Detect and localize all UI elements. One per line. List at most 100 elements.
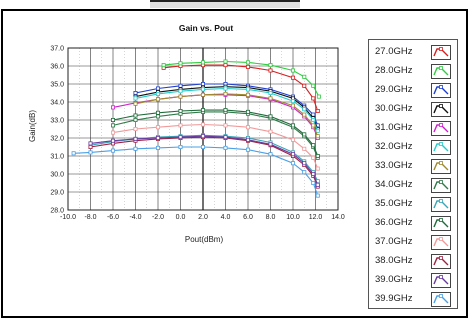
data-point (111, 105, 116, 110)
data-point (223, 59, 228, 64)
data-point (133, 136, 138, 141)
data-point (268, 142, 273, 147)
data-point (290, 99, 295, 104)
legend-swatch (431, 197, 451, 212)
y-tick-label: 36.0 (50, 64, 64, 71)
x-tick-label: 12.0 (309, 214, 323, 221)
legend-swatch (431, 235, 451, 250)
y-tick-label: 31.0 (50, 154, 64, 161)
legend-item: 34.0GHz (369, 177, 457, 195)
series-35.0GHz (88, 133, 320, 184)
y-tick-label: 35.0 (50, 82, 64, 89)
data-point (311, 83, 316, 88)
series-layer (71, 59, 321, 198)
data-point (315, 166, 320, 171)
data-point (302, 112, 307, 117)
x-tick-label: 2.0 (198, 214, 208, 221)
legend-label: 35.0GHz (375, 198, 413, 209)
y-axis-label: Gain(dB) (28, 110, 37, 142)
series-line (112, 123, 319, 169)
data-point (178, 83, 183, 88)
data-point (161, 63, 166, 68)
data-point (178, 144, 183, 149)
x-tick-label: 0.0 (176, 214, 186, 221)
series-line (90, 135, 319, 186)
y-tick-label: 28.0 (50, 208, 64, 215)
legend-item: 30.0GHz (369, 101, 457, 119)
data-point (200, 87, 205, 92)
series-38.0GHz (88, 135, 320, 189)
legend-swatch (431, 254, 451, 269)
tick-labels: -10.0 -8.0 -6.0 -4.0 -2.0 0.0 2.0 4.0 6.0 8.0 10.0… (50, 46, 345, 222)
series-31.0GHz (111, 92, 320, 140)
legend-item: 27.0GHz (369, 44, 457, 62)
data-point (111, 123, 116, 128)
data-point (245, 87, 250, 92)
legend-label: 39.9GHz (375, 293, 413, 304)
data-point (155, 145, 160, 150)
y-tick-label: 34.0 (50, 100, 64, 107)
x-tick-label: 14.0 (331, 214, 345, 221)
legend-item: 38.0GHz (369, 253, 457, 271)
data-point (311, 155, 316, 160)
legend-label: 36.0GHz (375, 217, 413, 228)
legend-marker (439, 123, 443, 127)
legend-item: 35.0GHz (369, 196, 457, 214)
data-point (178, 135, 183, 140)
data-point (315, 182, 320, 187)
series-line (163, 64, 319, 112)
legend-marker (439, 161, 443, 165)
data-point (155, 91, 160, 96)
data-point (245, 125, 250, 130)
data-point (302, 132, 307, 137)
data-point (200, 144, 205, 149)
legend-item: 39.0GHz (369, 272, 457, 290)
top-edge-fragment (150, 0, 300, 8)
x-tick-label: 10.0 (286, 214, 300, 221)
data-point (245, 109, 250, 114)
legend-marker (439, 218, 443, 222)
data-point (178, 123, 183, 128)
data-point (302, 83, 307, 88)
data-point (223, 123, 228, 128)
y-tick-label: 33.0 (50, 118, 64, 125)
x-tick-label: 6.0 (243, 214, 253, 221)
data-point (311, 96, 316, 101)
data-point (155, 125, 160, 130)
data-point (302, 170, 307, 175)
y-tick-label: 37.0 (50, 46, 64, 53)
data-point (315, 134, 320, 139)
data-point (315, 128, 320, 133)
data-point (311, 143, 316, 148)
chart-title: Gain vs. Pout (179, 23, 233, 33)
data-point (88, 141, 93, 146)
legend-swatch (431, 178, 451, 193)
legend-item: 37.0GHz (369, 234, 457, 252)
y-tick-label: 29.0 (50, 190, 64, 197)
x-tick-label: -4.0 (129, 214, 141, 221)
legend: 27.0GHz 28.0GHz 29.0GHz 30.0GHz 31.0GHz 32.0G… (368, 39, 458, 309)
data-point (268, 68, 273, 73)
data-point (311, 118, 316, 123)
series-line (112, 109, 319, 157)
data-point (133, 127, 138, 132)
plot-area (67, 47, 339, 211)
data-point (111, 118, 116, 123)
legend-swatch (431, 159, 451, 174)
data-point (155, 135, 160, 140)
series-28.0GHz (161, 59, 321, 99)
data-point (133, 101, 138, 106)
legend-label: 28.0GHz (375, 65, 413, 76)
legend-swatch (431, 45, 451, 60)
legend-swatch (431, 273, 451, 288)
data-point (200, 122, 205, 127)
data-point (178, 89, 183, 94)
series-27.0GHz (161, 63, 320, 114)
data-point (245, 137, 250, 142)
legend-item: 39.9GHz (369, 291, 457, 309)
x-axis-label: Pout(dBm) (185, 235, 224, 244)
data-point (133, 113, 138, 118)
data-point (200, 60, 205, 65)
data-point (315, 193, 320, 198)
data-point (88, 150, 93, 155)
